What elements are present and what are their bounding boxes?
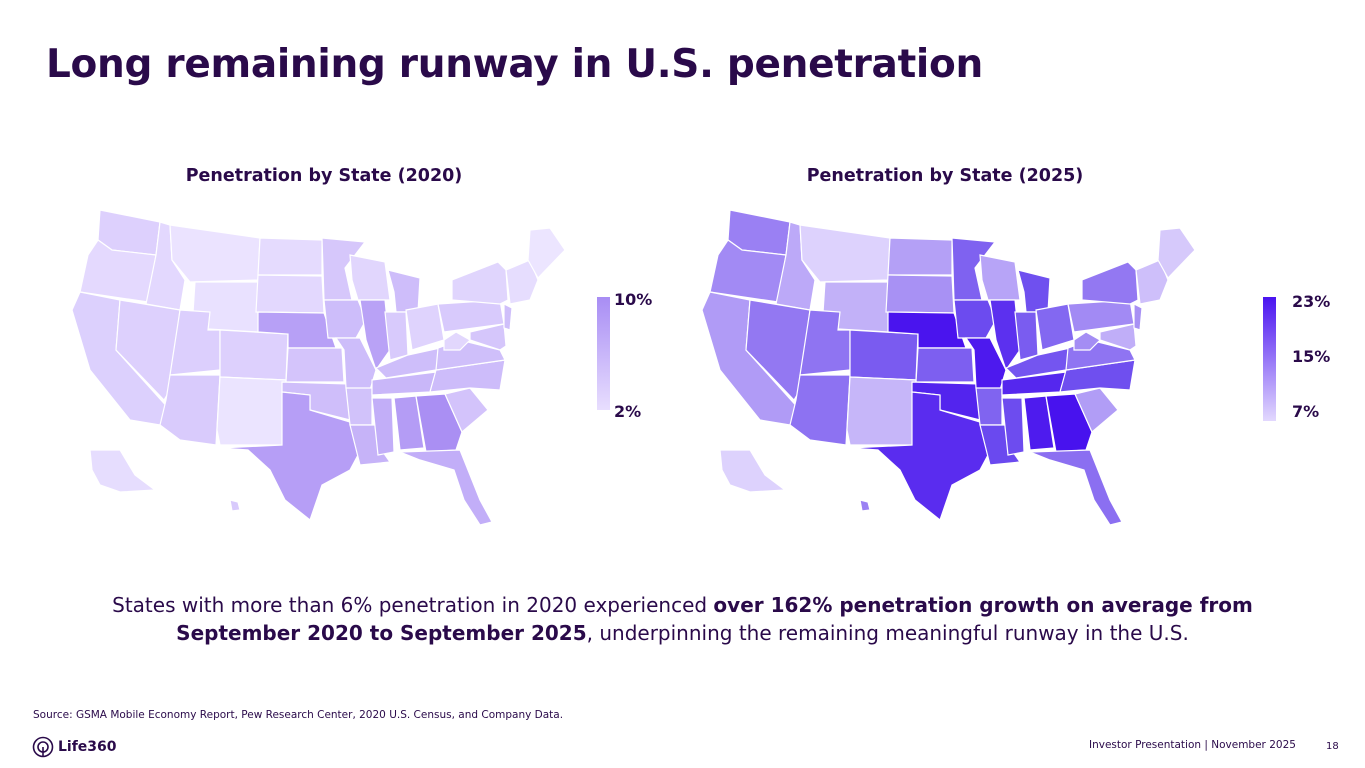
map-2025-state-al	[1023, 395, 1055, 451]
map-2020-state-ms	[371, 397, 395, 456]
map-2020-state-mt	[169, 224, 261, 283]
map-2020-state-nd	[257, 237, 323, 276]
map-2025-state-new-eng	[1135, 259, 1169, 305]
map-2020-state-nj	[503, 303, 513, 331]
map-2025-state-mi	[1017, 269, 1051, 313]
map-2025-title: Penetration by State (2025)	[806, 166, 1084, 186]
map-2025-state-sd	[885, 274, 955, 314]
map-2020-state-sd	[255, 274, 325, 314]
page-number: 18	[1326, 741, 1339, 752]
map-2020	[71, 209, 566, 526]
map-2025-state-nj	[1133, 303, 1143, 331]
map-2020-state-new-eng	[505, 259, 539, 305]
map-2025-state-tn	[1001, 371, 1067, 396]
map-2020-state-ny	[451, 261, 509, 305]
map-2025-state-mt	[799, 224, 891, 283]
map-2020-state-oh	[405, 303, 445, 351]
map-2025-state-ia	[953, 299, 997, 339]
map-2020-state-mi	[387, 269, 421, 313]
slide-title: Long remaining runway in U.S. penetratio…	[46, 42, 983, 87]
map-2025-state-co	[849, 329, 919, 381]
summary-tail: , underpinning the remaining meaningful …	[586, 621, 1189, 645]
map-2020-state-hi	[229, 499, 241, 512]
map-2020-state-co	[219, 329, 289, 381]
map-2020-state-mn	[321, 237, 367, 301]
map-2025-state-me	[1157, 227, 1196, 280]
map-2025-legend-bar	[1263, 297, 1276, 421]
map-2020-state-ks	[285, 347, 345, 383]
map-2025	[701, 209, 1196, 526]
map-2025-legend-mid: 15%	[1292, 347, 1331, 366]
map-2020-state-tn	[371, 371, 437, 396]
footer-text: Investor Presentation | November 2025	[1089, 739, 1296, 751]
map-2025-state-wv	[1073, 331, 1101, 351]
map-2020-state-me	[527, 227, 566, 280]
map-2025-state-tx	[849, 391, 989, 522]
map-2020-state-nm	[216, 376, 287, 446]
life360-logo: Life360	[32, 735, 117, 759]
summary-lead: States with more than 6% penetration in …	[112, 593, 714, 617]
map-2025-state-ga	[1045, 393, 1093, 453]
map-2020-state-wi	[349, 254, 391, 301]
map-2025-state-hi	[859, 499, 871, 512]
map-2020-state-il	[359, 299, 391, 372]
map-2025-legend-min: 7%	[1292, 402, 1320, 421]
map-2025-state-ms	[1001, 397, 1025, 456]
map-2025-state-ks	[915, 347, 975, 383]
map-2025-state-mn	[951, 237, 997, 301]
map-2025-state-md	[1099, 323, 1137, 351]
map-2020-state-sc	[444, 387, 489, 433]
map-2020-state-tx	[219, 391, 359, 522]
map-2020-state-ar	[345, 387, 373, 426]
map-2025-state-il	[989, 299, 1021, 372]
map-2020-legend-max: 10%	[614, 290, 653, 309]
map-2020-legend-min: 2%	[614, 402, 642, 421]
map-2025-state-ny	[1081, 261, 1139, 305]
map-2020-legend-bar	[597, 297, 610, 410]
map-2025-state-wi	[979, 254, 1021, 301]
map-2025-state-oh	[1035, 303, 1075, 351]
map-2025-state-ar	[975, 387, 1003, 426]
summary-bold: over 162% penetration growth on average …	[176, 593, 1253, 645]
map-2025-state-nm	[846, 376, 917, 446]
summary-text: States with more than 6% penetration in …	[80, 591, 1285, 647]
map-2020-state-wv	[443, 331, 471, 351]
map-2025-state-sc	[1074, 387, 1119, 433]
map-2025-state-fl	[1029, 449, 1123, 526]
map-2020-state-al	[393, 395, 425, 451]
map-2025-legend-max: 23%	[1292, 292, 1331, 311]
life360-logo-icon	[32, 736, 54, 758]
map-2020-state-md	[469, 323, 507, 351]
source-note: Source: GSMA Mobile Economy Report, Pew …	[33, 709, 564, 721]
map-2020-state-ak	[89, 449, 157, 493]
map-2025-state-az	[789, 374, 851, 446]
map-2020-title: Penetration by State (2020)	[185, 166, 463, 186]
map-2020-state-fl	[399, 449, 493, 526]
map-2020-state-ga	[415, 393, 463, 453]
map-2025-state-ak	[719, 449, 787, 493]
map-2020-state-az	[159, 374, 221, 446]
map-2020-state-ia	[323, 299, 367, 339]
life360-logo-text: Life360	[58, 739, 117, 755]
map-2025-state-nd	[887, 237, 953, 276]
